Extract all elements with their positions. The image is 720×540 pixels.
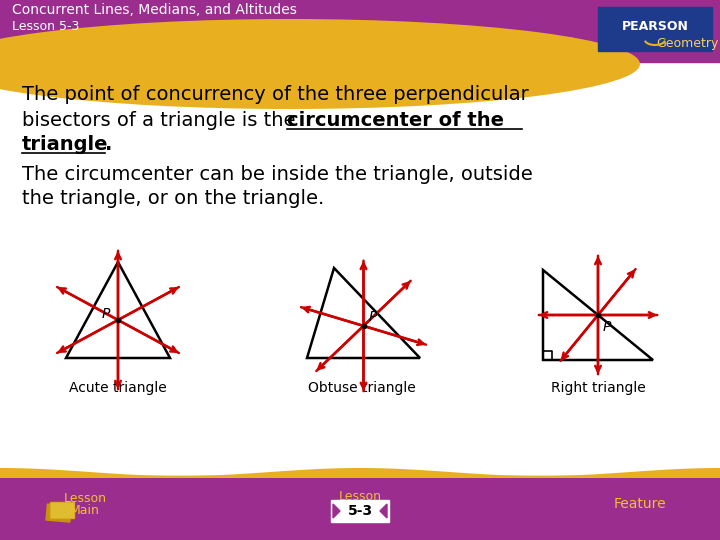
Text: circumcenter of the: circumcenter of the: [287, 111, 504, 130]
Bar: [598, 7, 712, 51]
Text: P: P: [102, 307, 110, 321]
Text: Lesson: Lesson: [63, 491, 107, 504]
Polygon shape: [333, 504, 340, 518]
Text: Concurrent Lines, Medians, and Altitudes: Concurrent Lines, Medians, and Altitudes: [12, 3, 297, 17]
Bar: [0, 476, 720, 540]
Text: Lesson: Lesson: [338, 489, 382, 503]
Polygon shape: [380, 504, 387, 518]
Text: Main: Main: [70, 503, 100, 516]
Text: triangle: triangle: [22, 134, 109, 153]
Text: P: P: [603, 320, 611, 334]
Text: Right triangle: Right triangle: [551, 381, 645, 395]
Bar: [331, 500, 389, 522]
Polygon shape: [0, 468, 720, 478]
Text: P: P: [369, 310, 377, 324]
Text: the triangle, or on the triangle.: the triangle, or on the triangle.: [22, 190, 324, 208]
Bar: [50, 502, 74, 518]
Bar: [46, 504, 71, 522]
Text: bisectors of a triangle is the: bisectors of a triangle is the: [22, 111, 302, 130]
Text: Obtuse triangle: Obtuse triangle: [308, 381, 416, 395]
Ellipse shape: [0, 19, 640, 109]
Text: The circumcenter can be inside the triangle, outside: The circumcenter can be inside the trian…: [22, 165, 533, 185]
Text: PEARSON: PEARSON: [621, 19, 688, 32]
Text: Feature: Feature: [613, 497, 666, 511]
Text: Geometry: Geometry: [656, 37, 719, 51]
Text: .: .: [105, 134, 112, 153]
Text: 5-3: 5-3: [348, 504, 372, 518]
Text: Acute triangle: Acute triangle: [69, 381, 167, 395]
Text: Lesson 5-3: Lesson 5-3: [12, 19, 79, 32]
Bar: [51, 503, 73, 517]
Bar: [0, 0, 720, 62]
Text: The point of concurrency of the three perpendicular: The point of concurrency of the three pe…: [22, 85, 528, 105]
Bar: [0, 62, 720, 480]
